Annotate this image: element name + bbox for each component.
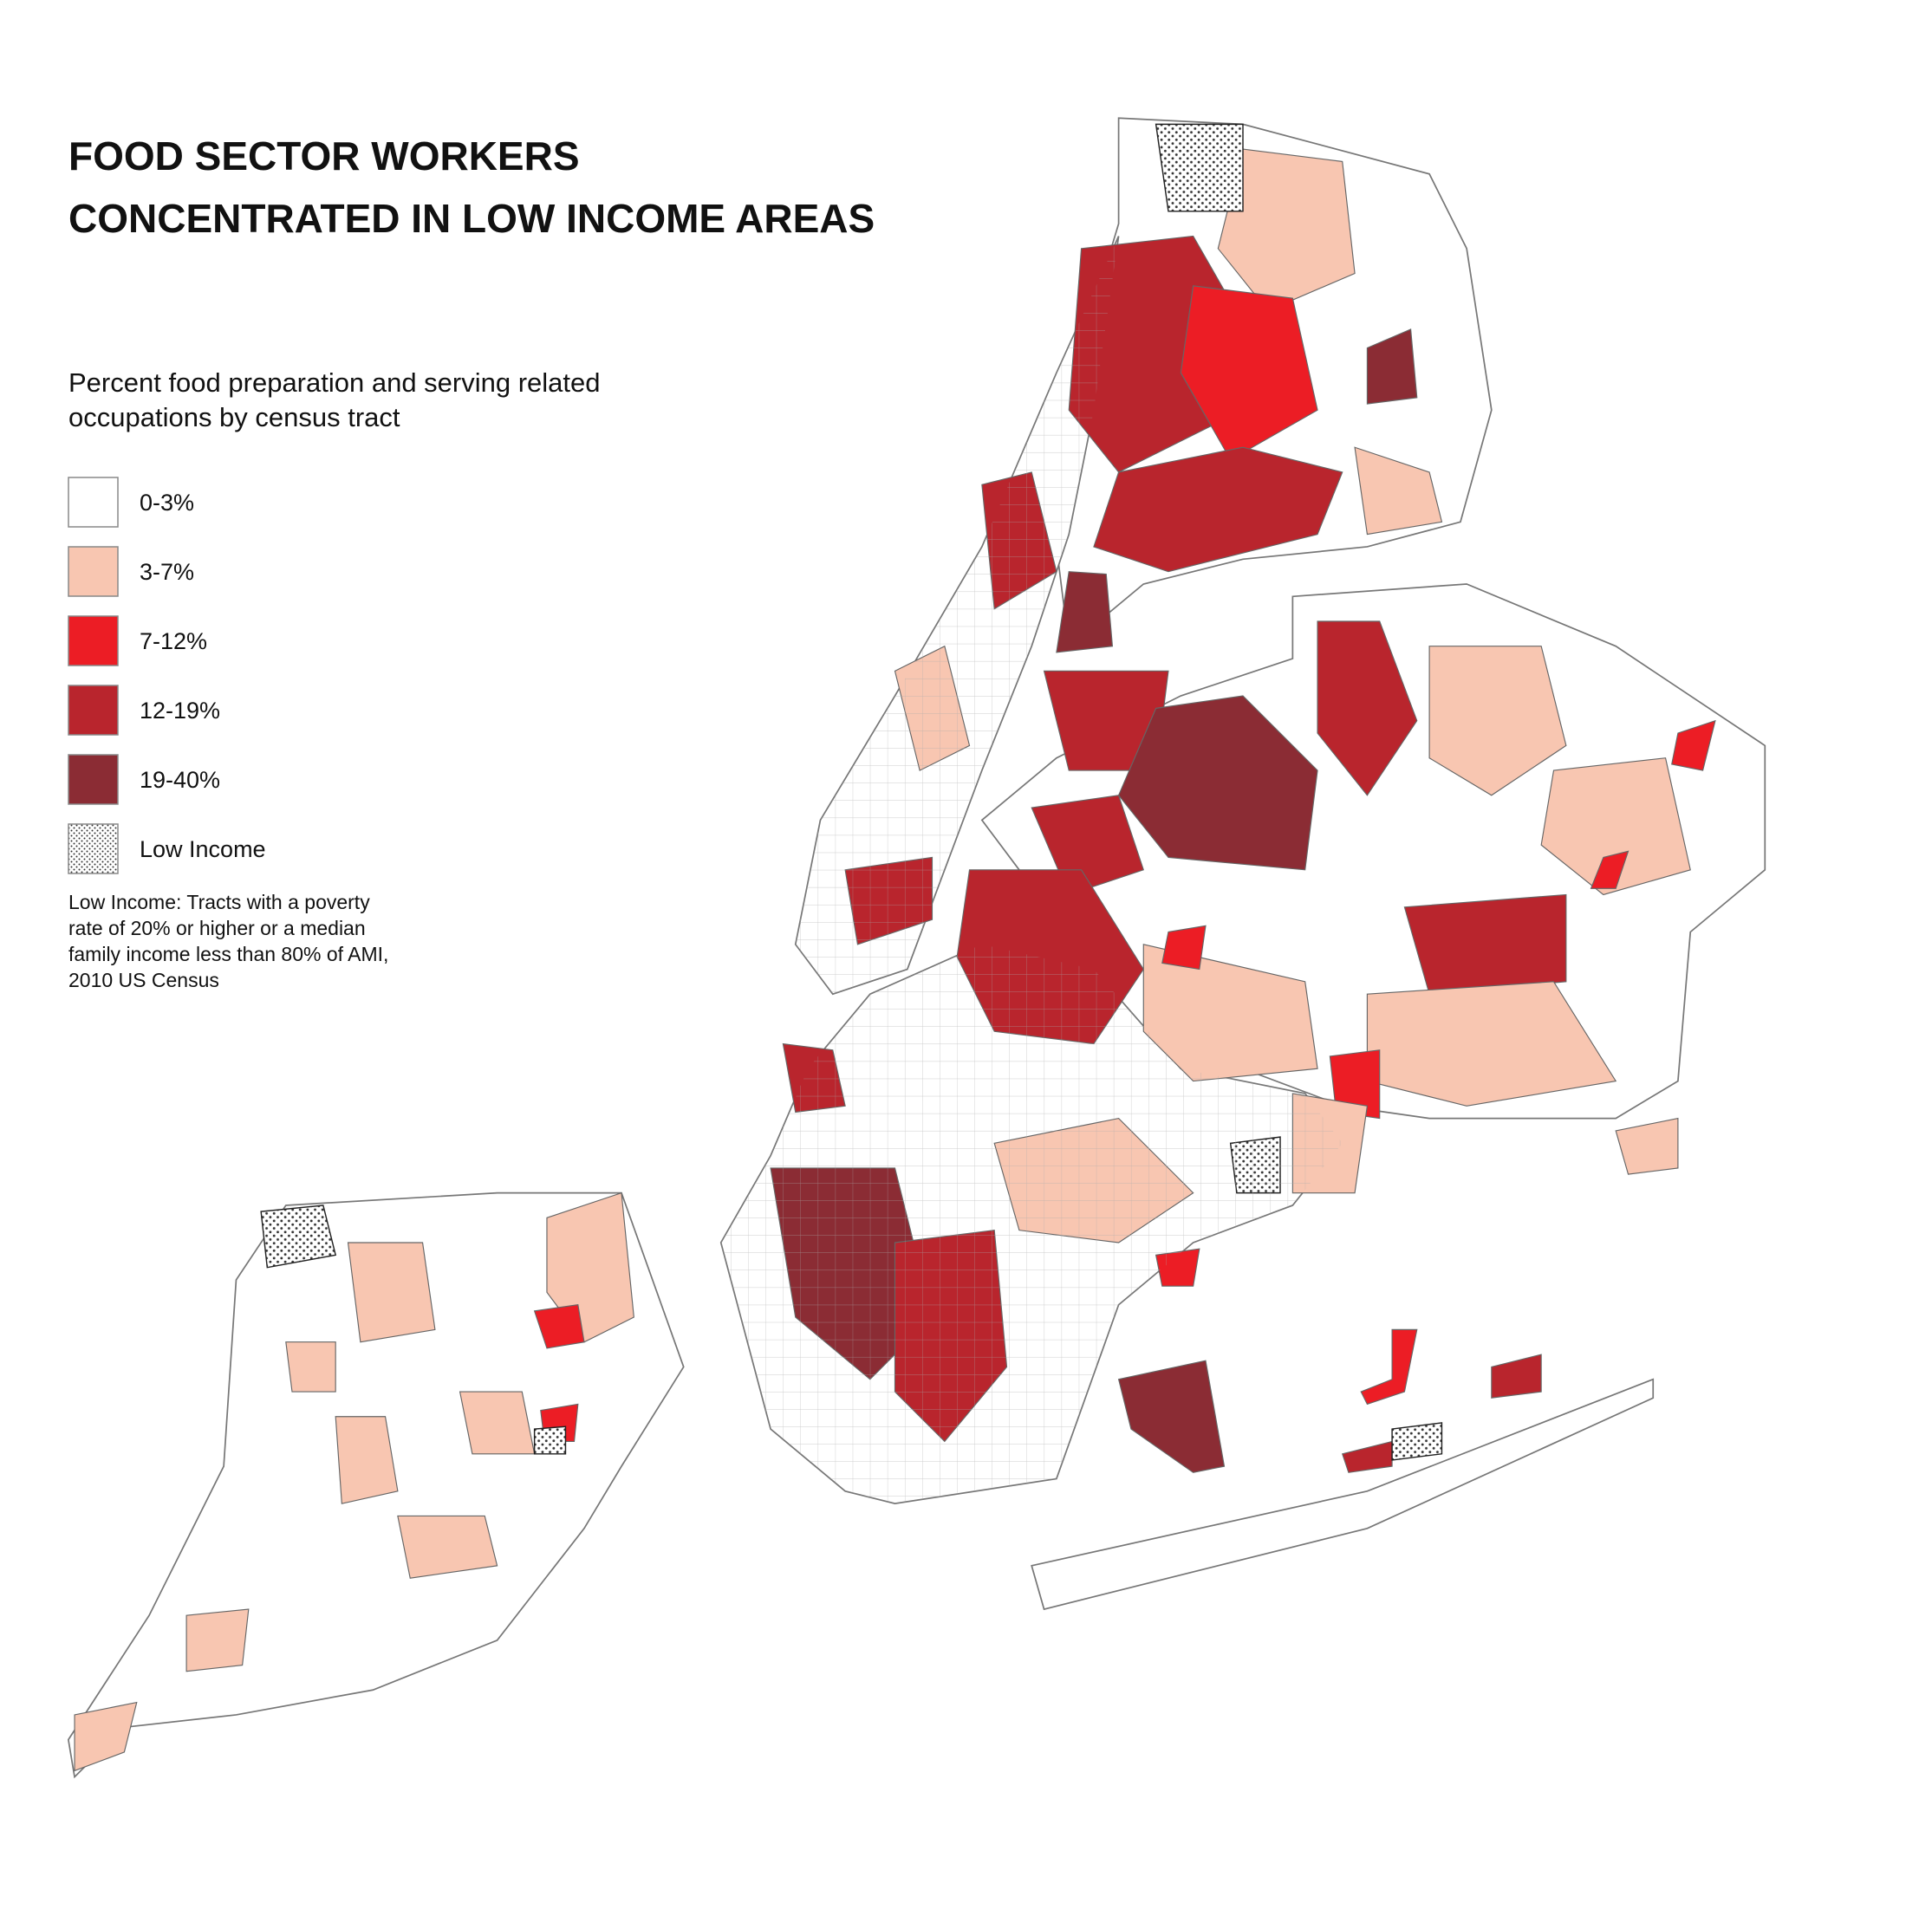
subtitle-line: occupations by census tract bbox=[68, 402, 400, 432]
legend: 0-3% 3-7% 7-12% 12-19% 19-40% Low Income bbox=[68, 477, 266, 874]
legend-swatch bbox=[68, 477, 119, 528]
tract-area bbox=[1142, 944, 1318, 1082]
tract-area bbox=[1056, 571, 1114, 653]
tract-area bbox=[185, 1608, 250, 1672]
tract-lines bbox=[720, 944, 1343, 1504]
legend-swatch bbox=[68, 546, 119, 597]
tract-area bbox=[1671, 719, 1716, 771]
title-line: CONCENTRATED IN LOW INCOME AREAS bbox=[68, 196, 875, 241]
legend-label: 3-7% bbox=[140, 559, 194, 585]
tract-area bbox=[1491, 1354, 1542, 1399]
tract-area bbox=[335, 1416, 399, 1504]
legend-label: Low Income bbox=[140, 836, 266, 862]
low-income-area bbox=[260, 1204, 337, 1269]
legend-swatch bbox=[68, 754, 119, 805]
tract-area bbox=[1428, 646, 1567, 796]
tract-area bbox=[1317, 620, 1418, 796]
low-income-area bbox=[1391, 1422, 1443, 1461]
tract-area bbox=[459, 1391, 536, 1455]
tract-area bbox=[546, 1192, 634, 1343]
tract-area bbox=[1329, 1049, 1381, 1120]
map bbox=[67, 117, 1766, 1779]
legend-label: 7-12% bbox=[140, 628, 207, 654]
legend-label: 19-40% bbox=[140, 767, 220, 793]
tract-grid bbox=[720, 236, 1343, 1504]
tract-area bbox=[1117, 1360, 1226, 1473]
tract-area bbox=[1540, 757, 1691, 896]
rockaway bbox=[1031, 1378, 1655, 1611]
note-line: 2010 US Census bbox=[68, 969, 219, 991]
note-line: family income less than 80% of AMI, bbox=[68, 943, 388, 965]
tract-area bbox=[1161, 925, 1207, 971]
note-line: rate of 20% or higher or a median bbox=[68, 917, 366, 939]
legend-swatch bbox=[68, 615, 119, 666]
tract-area bbox=[347, 1242, 436, 1343]
tract-area bbox=[1360, 1328, 1418, 1406]
tract-area bbox=[1590, 850, 1630, 889]
note-line: Low Income: Tracts with a poverty bbox=[68, 891, 370, 913]
tract-area bbox=[285, 1341, 336, 1393]
tract-area bbox=[1366, 328, 1418, 405]
low-income-area bbox=[533, 1425, 567, 1455]
tract-area bbox=[533, 1304, 585, 1349]
tract-area bbox=[1341, 1440, 1393, 1473]
subtitle-line: Percent food preparation and serving rel… bbox=[68, 367, 601, 398]
tract-area bbox=[1615, 1117, 1679, 1175]
tract-area bbox=[1180, 285, 1318, 461]
legend-swatch bbox=[68, 685, 119, 736]
tract-area bbox=[1217, 148, 1356, 312]
tract-area bbox=[397, 1515, 498, 1579]
tract-lines bbox=[795, 236, 1119, 995]
tract-area bbox=[1354, 446, 1443, 536]
legend-swatch bbox=[68, 823, 119, 874]
tract-area bbox=[1093, 446, 1343, 573]
title-line: FOOD SECTOR WORKERS bbox=[68, 133, 580, 179]
tract-area bbox=[74, 1701, 138, 1772]
tract-area bbox=[1403, 893, 1567, 995]
low-income-area bbox=[1155, 123, 1244, 212]
legend-label: 0-3% bbox=[140, 490, 194, 516]
legend-label: 12-19% bbox=[140, 698, 220, 724]
